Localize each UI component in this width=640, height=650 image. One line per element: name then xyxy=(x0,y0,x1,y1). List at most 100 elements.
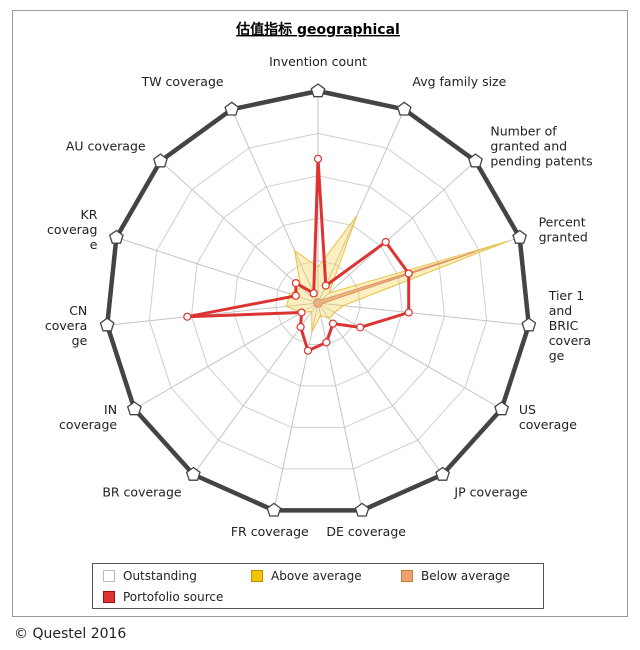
axis-label-line: BR coverage xyxy=(102,485,182,500)
axis-label: Number of granted and pending patents xyxy=(490,123,592,168)
axis-label-line: ge xyxy=(72,333,88,348)
axis-label-line: KR xyxy=(81,207,98,222)
series-outstanding xyxy=(104,88,532,513)
portfolio-point xyxy=(404,269,413,278)
grid-spoke xyxy=(231,109,319,304)
legend-item-outstanding[interactable]: Outstanding xyxy=(103,569,197,583)
axis-label: DE coverage xyxy=(326,524,406,539)
axis-label: AU coverage xyxy=(66,138,146,153)
radar-grid xyxy=(107,91,529,511)
legend-swatch xyxy=(251,570,263,582)
radar-series xyxy=(104,88,532,513)
axis-label-line: and xyxy=(549,303,573,318)
legend-item-portfolio-source[interactable]: Portofolio source xyxy=(103,590,223,604)
axis-label-line: Invention count xyxy=(269,54,367,69)
outstanding-point xyxy=(108,229,124,244)
axis-label-line: TW coverage xyxy=(141,74,224,89)
grid-spoke xyxy=(317,302,529,326)
axis-label-line: e xyxy=(90,237,98,252)
outstanding-point xyxy=(354,502,370,517)
portfolio-point xyxy=(291,279,300,288)
series-below-average xyxy=(313,251,476,308)
legend-label: Outstanding xyxy=(123,569,197,583)
portfolio-point xyxy=(404,308,413,317)
axis-label: US coverage xyxy=(519,402,577,432)
axis-label-line: Number of xyxy=(490,123,557,138)
axis-label: KR coverag e xyxy=(47,207,98,252)
axis-label: FR coverage xyxy=(231,524,309,539)
grid-spoke xyxy=(273,302,319,511)
copyright-notice: © Questel 2016 xyxy=(14,626,127,642)
portfolio-point xyxy=(303,346,312,355)
grid-spoke xyxy=(317,302,444,475)
portfolio-point xyxy=(309,289,318,298)
portfolio-point xyxy=(322,338,331,347)
grid-ring xyxy=(233,217,403,387)
outstanding-point xyxy=(99,317,115,332)
legend-swatch xyxy=(103,570,115,582)
outstanding-point xyxy=(224,101,240,116)
axis-label-line: IN xyxy=(104,402,117,417)
axis-label-line: Percent xyxy=(539,214,586,229)
axis-label: TW coverage xyxy=(141,74,224,89)
axis-label-line: Tier 1 xyxy=(548,288,584,303)
grid-spoke xyxy=(317,109,405,304)
legend-item-below-average[interactable]: Below average xyxy=(401,569,510,583)
outstanding-point xyxy=(468,153,483,168)
legend-label: Portofolio source xyxy=(123,590,224,604)
grid-ring xyxy=(275,260,361,345)
outstanding-point xyxy=(435,466,451,481)
radar-markers xyxy=(99,83,537,517)
legend-swatch xyxy=(103,591,115,603)
axis-label-line: FR coverage xyxy=(231,524,309,539)
axis-label-line: CN xyxy=(69,303,87,318)
grid-spoke xyxy=(317,160,476,304)
portfolio-point xyxy=(183,312,192,321)
axis-label-line: JP coverage xyxy=(453,485,528,500)
outstanding-point xyxy=(310,83,326,98)
outstanding-point xyxy=(153,153,168,168)
outstanding-point xyxy=(512,229,528,244)
portfolio-point xyxy=(296,322,305,332)
legend-label: Above average xyxy=(271,569,362,583)
legend: Outstanding Above average Below average … xyxy=(92,563,544,609)
chart-title: 估值指标 geographical xyxy=(235,21,400,38)
axis-label: CN covera ge xyxy=(45,303,88,348)
axis-label-line: DE coverage xyxy=(326,524,406,539)
portfolio-point xyxy=(356,323,365,332)
outstanding-point xyxy=(126,401,142,416)
portfolio-point xyxy=(381,237,390,247)
outstanding-point xyxy=(521,317,537,332)
axis-label: IN coverage xyxy=(59,402,117,432)
outstanding-point xyxy=(185,466,201,481)
axis-label-line: ge xyxy=(549,348,565,363)
axis-label-line: coverage xyxy=(519,417,577,432)
outstanding-point xyxy=(396,101,412,116)
grid-spoke xyxy=(134,302,319,410)
series-portfolio-source xyxy=(185,157,411,353)
legend-item-above-average[interactable]: Above average xyxy=(251,569,362,583)
axis-label: Percent granted xyxy=(539,214,588,244)
portfolio-point xyxy=(291,291,300,300)
axis-label: JP coverage xyxy=(453,485,528,500)
portfolio-point xyxy=(328,319,338,328)
axis-label: BR coverage xyxy=(102,485,182,500)
grid-spoke xyxy=(116,237,319,304)
grid-spoke xyxy=(317,302,363,511)
axis-label-line: Avg family size xyxy=(412,74,506,89)
axis-label-line: covera xyxy=(45,318,87,333)
grid-spoke xyxy=(107,302,319,326)
grid-spoke xyxy=(160,160,319,304)
axis-label-line: granted and xyxy=(490,138,567,153)
axis-label-line: granted xyxy=(539,229,588,244)
legend-label: Below average xyxy=(421,569,511,583)
axis-label: Invention count xyxy=(269,54,367,69)
outstanding-point xyxy=(266,502,282,517)
axis-label-line: US xyxy=(519,402,536,417)
axis-label: Tier 1 and BRIC covera ge xyxy=(548,288,591,363)
grid-spoke xyxy=(192,302,319,475)
grid-ring xyxy=(148,132,488,470)
outstanding-point xyxy=(494,401,510,416)
axis-label-line: BRIC xyxy=(549,318,579,333)
